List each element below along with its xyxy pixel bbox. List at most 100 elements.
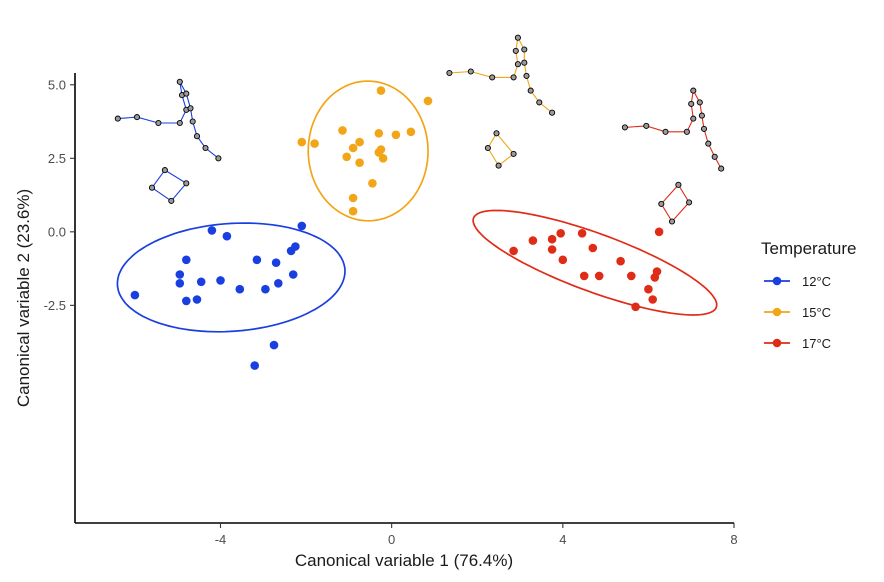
ellipse-12c [116,222,346,333]
legend-key-dot [772,276,782,286]
x-tick-label: 8 [730,532,737,547]
y-axis-ticks: 5.0 2.5 0.0 -2.5 [44,77,75,313]
legend-items: 12°C 15°C 17°C [764,274,831,351]
point-15c [368,179,377,188]
point-15c [310,139,319,148]
legend-label: 15°C [802,305,831,320]
point-17c [654,227,664,237]
shape-inset-17c-landmark [621,124,628,131]
point-17c [644,284,653,294]
shape-inset-15c-landmark [489,74,496,81]
shape-inset-12c-landmark [155,119,162,127]
y-tick-label: 0.0 [48,224,66,239]
point-15c [376,86,386,95]
confidence-ellipses-layer [116,80,718,333]
legend-item-17c: 17°C [764,336,831,351]
point-17c [558,255,568,265]
shape-inset-12c-landmark [114,115,121,122]
point-17c [556,229,565,238]
legend-key-dot [772,338,782,348]
legend-title: Temperature [761,239,856,258]
point-15c [376,145,386,154]
shape-inset-15c-landmark [467,68,474,75]
point-12c [252,255,262,265]
shape-inset-15c-landmark [521,46,528,53]
x-tick-label: 0 [388,532,395,547]
shape-inset-12c-landmark [176,78,183,85]
point-12c [291,242,300,251]
point-15c [406,127,416,137]
shape-inset-17c-landmark [688,100,695,107]
ellipse-17c [472,209,718,316]
shape-inset-15c-landmark [510,74,517,81]
shape-inset-12c-landmark [189,118,196,125]
x-axis-title: Canonical variable 1 (76.4%) [295,551,513,570]
point-15c [423,96,433,106]
point-17c [648,295,657,304]
shape-inset-15c-landmark [495,162,502,169]
shape-inset-12c-outline-1 [151,169,188,202]
point-15c [391,130,401,140]
shape-inset-12c-landmark [161,167,168,174]
legend-item-12c: 12°C [764,274,831,289]
point-17c [594,271,604,281]
point-12c [130,290,140,300]
legend-label: 12°C [802,274,831,289]
point-12c [196,277,206,287]
point-15c [348,143,358,153]
shape-inset-15c-outline-1 [487,132,515,167]
shape-inset-15c-landmark [521,59,528,66]
shape-inset-17c-landmark [668,218,676,225]
y-tick-label: -2.5 [44,298,66,313]
point-15c [348,206,358,216]
point-15c [348,193,358,203]
point-17c [547,245,557,254]
y-axis-title: Canonical variable 2 (23.6%) [14,189,33,407]
shape-inset-15c-landmark [523,72,530,79]
point-15c [338,126,347,135]
point-15c [378,154,388,163]
point-12c [274,279,283,288]
legend: Temperature 12°C 15°C 17°C [761,239,856,351]
shape-inset-17c-landmark [705,140,712,147]
shape-inset-15c-landmark [549,109,556,116]
shape-inset-15c-landmark [493,130,500,137]
shape-inset-17c-landmark [690,115,697,122]
point-12c [216,276,225,285]
shape-inset-17c-landmark [675,181,682,188]
ellipse-15c [307,80,429,222]
shape-inset-17c-landmark [686,199,693,206]
point-17c [547,234,557,244]
point-12c [222,231,232,241]
point-12c [182,255,191,265]
point-12c [288,270,298,279]
shape-inset-17c-landmark [711,153,718,160]
point-17c [588,243,598,253]
shape-inset-15c-landmark [536,99,543,106]
point-17c [627,271,636,281]
y-tick-label: 2.5 [48,151,66,166]
point-17c [616,256,625,266]
point-12c [261,284,270,294]
point-17c [652,267,662,276]
y-tick-label: 5.0 [48,77,66,92]
legend-key-dot [772,307,782,317]
shape-inset-12c-landmark [183,180,190,187]
shape-inset-12c-landmark [168,197,175,204]
point-17c [631,302,640,312]
point-17c [579,271,589,281]
shape-inset-17c-landmark [683,128,690,135]
shape-inset-12c-landmark [148,184,156,191]
shape-inset-12c-landmark [202,144,209,152]
legend-label: 17°C [802,336,831,351]
shape-insets-layer [114,34,725,225]
point-12c [235,284,245,294]
shape-inset-15c-landmark [514,34,521,41]
point-17c [577,229,587,238]
shape-inset-12c-landmark [183,90,190,97]
point-17c [509,246,518,256]
point-15c [297,137,307,147]
shape-inset-12c-landmark [133,114,141,121]
shape-inset-17c-landmark [718,165,725,172]
point-12c [175,279,185,288]
